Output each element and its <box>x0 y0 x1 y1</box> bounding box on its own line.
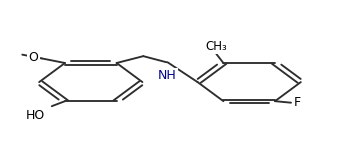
Text: HO: HO <box>25 109 44 122</box>
Text: NH: NH <box>157 69 176 82</box>
Text: CH₃: CH₃ <box>205 40 227 53</box>
Text: O: O <box>28 51 38 64</box>
Text: F: F <box>294 96 301 109</box>
